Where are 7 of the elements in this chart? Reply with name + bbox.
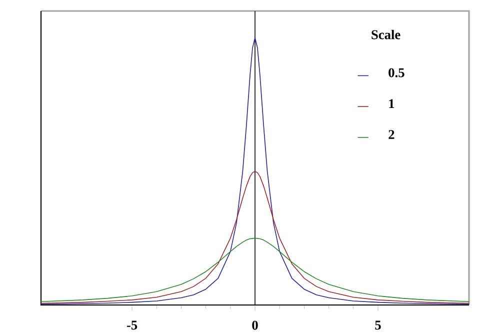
legend-label: 2: [388, 130, 394, 139]
legend-label: 1: [389, 99, 394, 108]
x-tick-label: -5: [126, 320, 138, 330]
legend-label: 0.5: [388, 68, 404, 78]
x-tick-label: 0: [252, 320, 258, 330]
x-tick-label: 5: [375, 320, 381, 330]
legend-title: Scale: [372, 30, 400, 40]
